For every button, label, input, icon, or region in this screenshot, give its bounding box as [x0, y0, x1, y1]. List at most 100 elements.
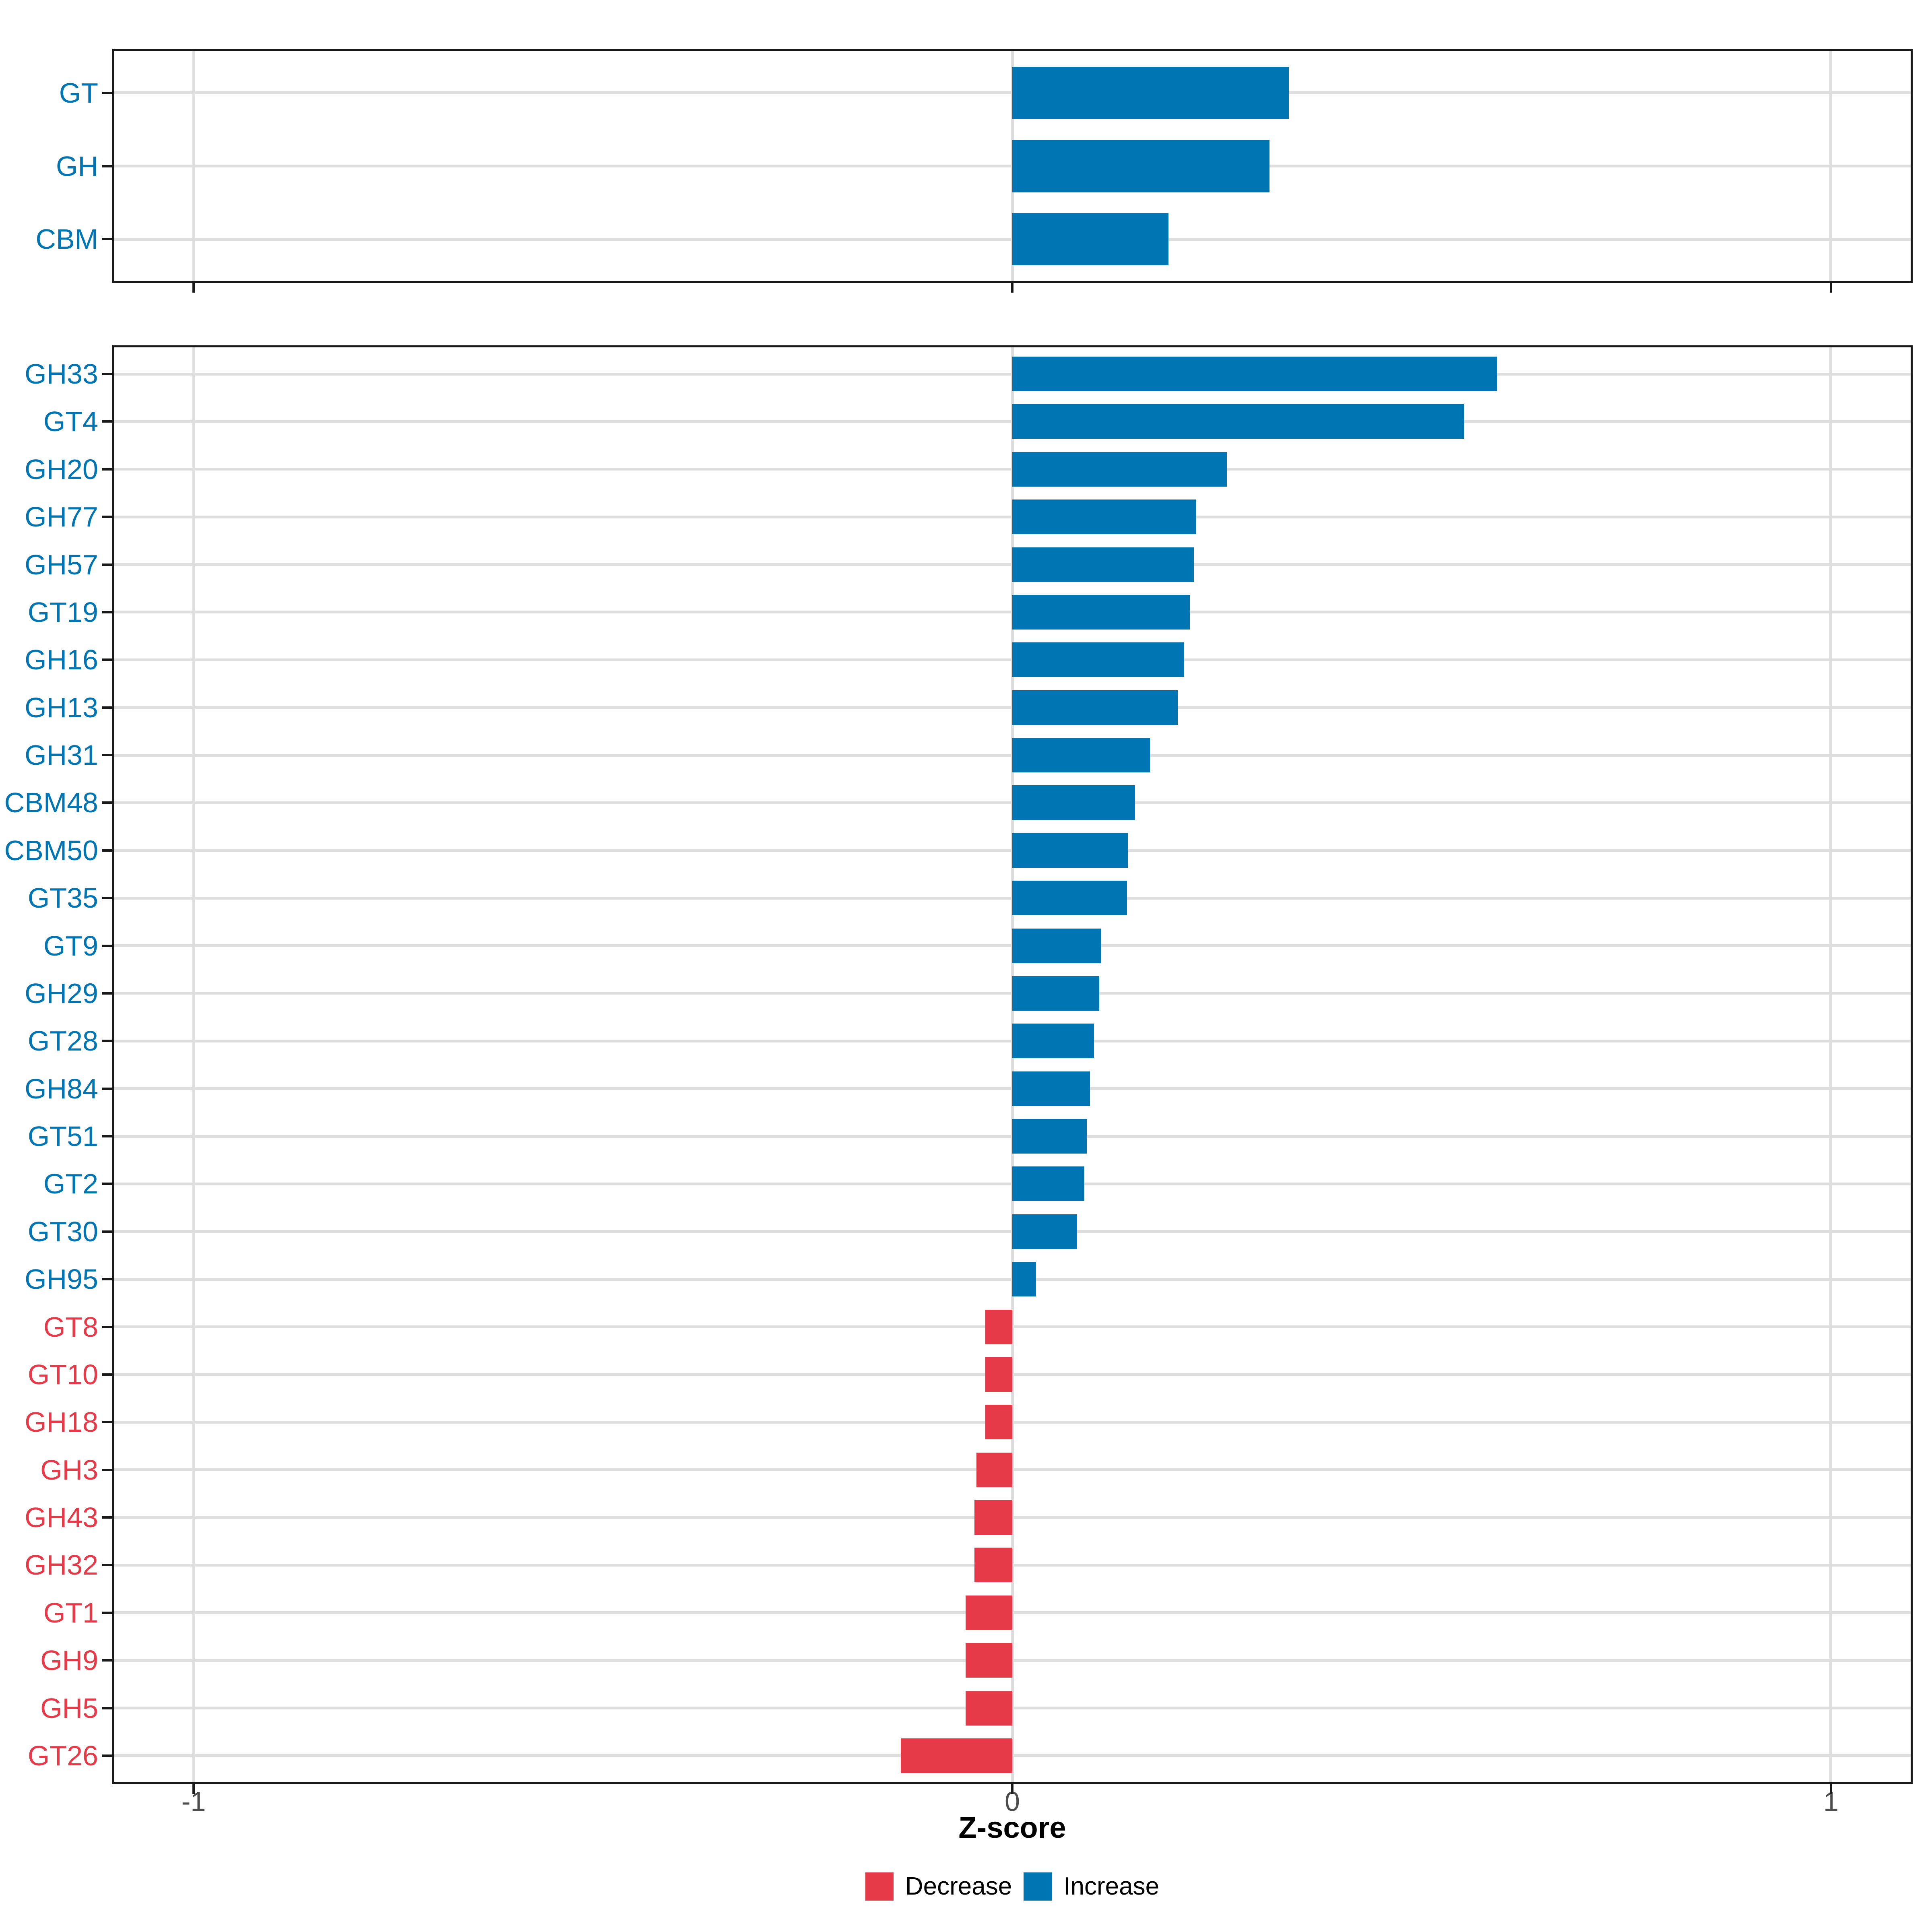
x-axis-tick: [1011, 283, 1013, 293]
gridline-vertical: [192, 345, 195, 1784]
bar: [974, 1548, 1012, 1582]
y-axis-tick: [102, 1183, 112, 1185]
y-axis-label: GT2: [43, 1168, 98, 1199]
bar: [1012, 595, 1190, 630]
bar: [966, 1643, 1012, 1678]
y-axis-tick: [102, 1040, 112, 1042]
y-axis-tick: [102, 849, 112, 852]
y-axis-tick: [102, 1612, 112, 1614]
y-axis-tick: [102, 1754, 112, 1757]
y-axis-label: GT: [59, 77, 98, 109]
y-axis-label: GH: [56, 151, 98, 182]
bar: [966, 1691, 1012, 1726]
legend-label: Increase: [1063, 1872, 1160, 1900]
bar: [1012, 452, 1227, 487]
y-axis-tick: [102, 1135, 112, 1137]
bar: [1012, 1024, 1094, 1058]
bar: [1012, 140, 1269, 192]
gridline-vertical: [1829, 345, 1832, 1784]
y-axis-tick: [102, 801, 112, 804]
family-panel: [112, 345, 1913, 1784]
bar: [985, 1310, 1012, 1344]
y-axis-label: GT26: [27, 1740, 98, 1771]
y-axis-tick: [102, 238, 112, 240]
y-axis-tick: [102, 516, 112, 518]
y-axis-label: GT35: [27, 882, 98, 914]
bar: [901, 1738, 1012, 1773]
bar: [1012, 881, 1127, 915]
x-axis-tick: [1830, 283, 1832, 293]
y-axis-label: GH13: [25, 692, 98, 723]
bar: [1012, 690, 1178, 725]
y-axis-label: GT19: [27, 597, 98, 628]
legend-item: Increase: [1024, 1872, 1159, 1901]
bar: [1012, 547, 1194, 582]
bar: [1012, 500, 1196, 534]
y-axis-label: GT51: [27, 1121, 98, 1152]
y-axis-label: GH5: [40, 1693, 98, 1724]
bar: [1012, 1262, 1036, 1296]
y-axis-label: GT10: [27, 1359, 98, 1390]
y-axis-tick: [102, 1373, 112, 1376]
y-axis-tick: [102, 1230, 112, 1233]
y-axis-label: GT1: [43, 1597, 98, 1629]
legend: Decrease Increase: [112, 1872, 1913, 1901]
y-axis-label: GH43: [25, 1502, 98, 1533]
bar: [1012, 833, 1128, 868]
bar: [1012, 67, 1289, 119]
y-axis-label: GH9: [40, 1645, 98, 1676]
y-axis-tick: [102, 992, 112, 995]
y-axis-label: CBM: [35, 223, 98, 255]
bar: [985, 1405, 1012, 1439]
y-axis-tick: [102, 468, 112, 471]
bar: [1012, 1071, 1090, 1106]
y-axis-label: GH84: [25, 1073, 98, 1104]
gridline-vertical: [1011, 345, 1014, 1784]
bar: [1012, 357, 1497, 391]
y-axis-tick: [102, 373, 112, 375]
y-axis-tick: [102, 1469, 112, 1471]
x-axis-tick: [1011, 1784, 1013, 1794]
y-axis-tick: [102, 945, 112, 947]
y-axis-tick: [102, 1564, 112, 1566]
y-axis-tick: [102, 564, 112, 566]
y-axis-label: GH95: [25, 1263, 98, 1295]
y-axis-label: GH3: [40, 1454, 98, 1486]
bar: [1012, 213, 1168, 265]
bar: [976, 1453, 1012, 1487]
y-axis-label: GH57: [25, 549, 98, 580]
y-axis-label: GT8: [43, 1311, 98, 1343]
y-axis-label: GH18: [25, 1406, 98, 1438]
bar: [1012, 642, 1184, 677]
legend-label: Decrease: [905, 1872, 1012, 1900]
bar: [1012, 1119, 1087, 1154]
bar: [985, 1357, 1012, 1392]
legend-item: Decrease: [865, 1872, 1012, 1901]
x-axis-tick: [1830, 1784, 1832, 1794]
y-axis-tick: [102, 897, 112, 899]
y-axis-label: CBM50: [4, 835, 98, 866]
bar: [1012, 785, 1135, 820]
y-axis-label: GH31: [25, 739, 98, 771]
y-axis-label: GH29: [25, 978, 98, 1009]
y-axis-tick: [102, 1088, 112, 1090]
x-axis-tick: [192, 1784, 195, 1794]
y-axis-label: GH16: [25, 644, 98, 675]
legend-swatch: [865, 1872, 894, 1901]
y-axis-label: CBM48: [4, 787, 98, 818]
y-axis-tick: [102, 1707, 112, 1709]
gridline-vertical: [1829, 49, 1832, 283]
bar: [966, 1596, 1012, 1630]
bar: [974, 1500, 1012, 1535]
y-axis-tick: [102, 658, 112, 661]
y-axis-label: GT9: [43, 930, 98, 962]
y-axis-tick: [102, 1516, 112, 1519]
class-panel: [112, 49, 1913, 283]
x-axis-tick: [192, 283, 195, 293]
y-axis-label: GH20: [25, 454, 98, 485]
bar: [1012, 404, 1464, 439]
y-axis-tick: [102, 420, 112, 423]
y-axis-label: GH32: [25, 1549, 98, 1581]
bar: [1012, 976, 1099, 1011]
